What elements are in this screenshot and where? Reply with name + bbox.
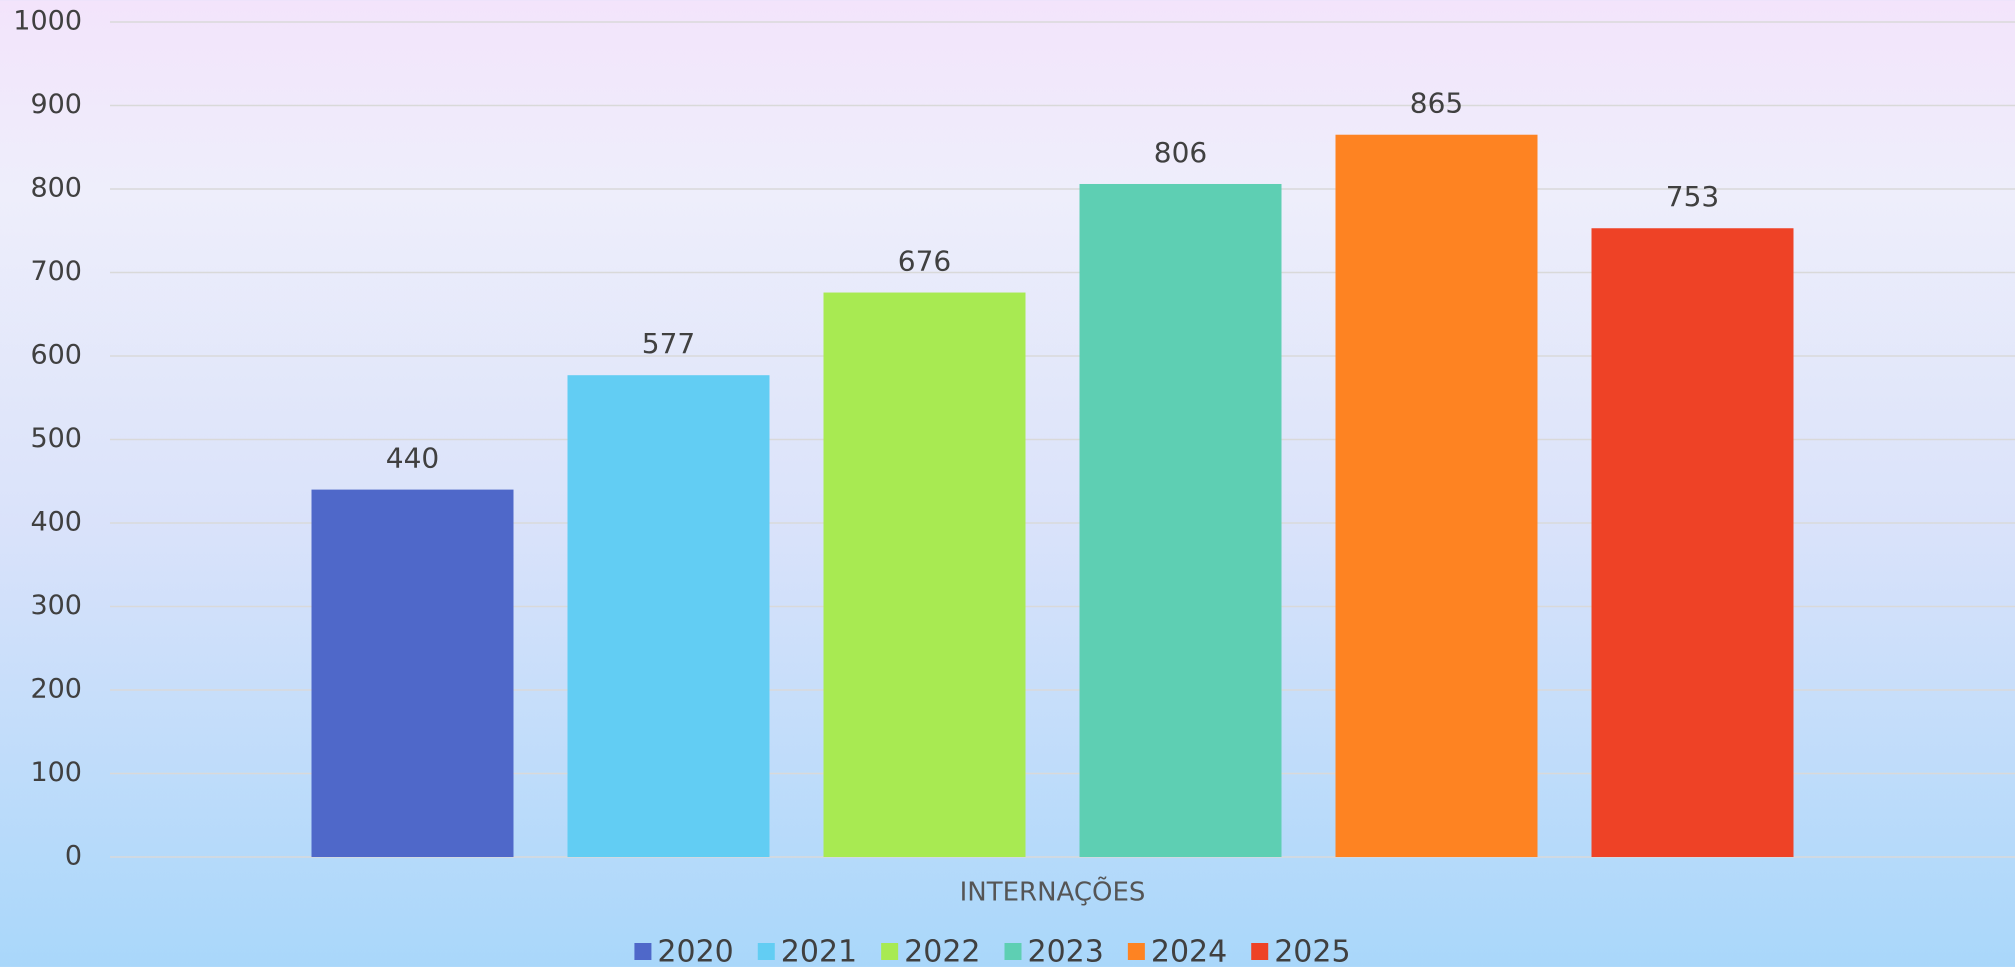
y-tick-label: 300 — [30, 590, 82, 621]
legend-label: 2021 — [781, 935, 857, 967]
data-label: 676 — [898, 245, 951, 278]
bar — [1591, 228, 1794, 857]
y-tick-label: 0 — [65, 841, 82, 872]
legend-label: 2023 — [1028, 935, 1104, 967]
legend-swatch — [757, 943, 775, 960]
y-tick-label: 800 — [30, 173, 82, 204]
data-label: 753 — [1666, 180, 1719, 213]
legend-label: 2025 — [1274, 935, 1350, 967]
legend-swatch — [1251, 943, 1269, 960]
legend-label: 2024 — [1151, 935, 1227, 967]
legend-swatch — [881, 943, 899, 960]
x-tick-label: INTERNAÇÕES — [960, 876, 1146, 908]
y-tick-label: 600 — [30, 340, 82, 371]
data-label: 577 — [642, 327, 695, 360]
y-tick-label: 1000 — [13, 6, 82, 37]
bar — [1079, 183, 1282, 858]
y-tick-label: 500 — [30, 423, 82, 454]
bar — [567, 375, 770, 857]
data-label: 865 — [1410, 87, 1463, 120]
legend-label: 2020 — [657, 935, 733, 967]
legend-swatch — [1004, 943, 1022, 960]
legend-swatch — [634, 943, 652, 960]
legend-swatch — [1127, 943, 1145, 960]
bar — [1335, 134, 1538, 858]
data-label: 440 — [386, 442, 439, 475]
y-tick-label: 900 — [30, 89, 82, 120]
y-tick-label: 400 — [30, 507, 82, 538]
y-tick-label: 100 — [30, 757, 82, 788]
bar — [823, 292, 1026, 857]
data-label: 806 — [1154, 136, 1207, 169]
legend-label: 2022 — [904, 935, 980, 967]
y-tick-label: 700 — [30, 256, 82, 287]
bar — [311, 489, 514, 857]
y-tick-label: 200 — [30, 674, 82, 705]
